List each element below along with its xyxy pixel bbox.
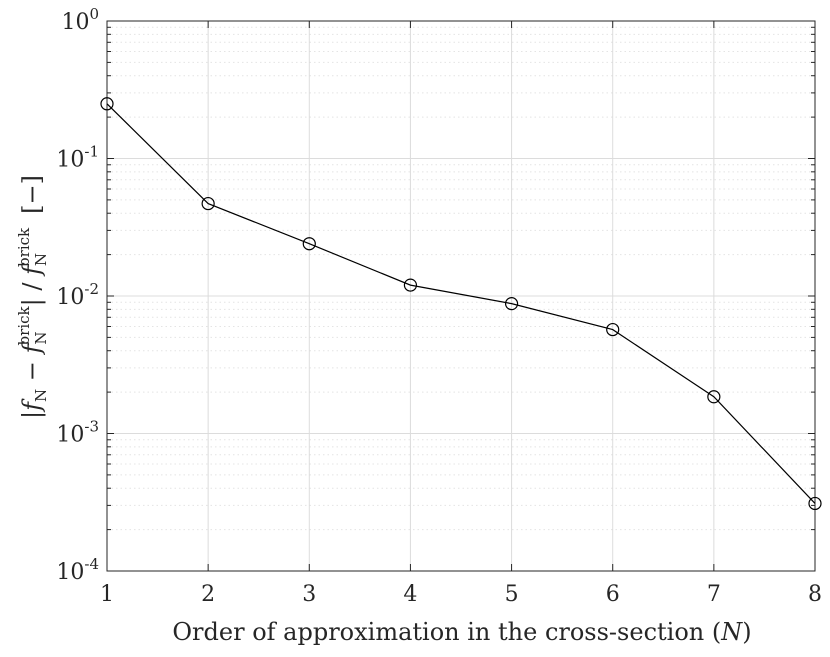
x-tick-label: 8 (808, 582, 822, 607)
data-point (504, 297, 519, 311)
data-point (302, 237, 316, 251)
y-tick-base: 10 (56, 423, 84, 448)
x-tick-label: 2 (201, 582, 215, 607)
y-tick-label: 10-2 (56, 280, 99, 310)
y-tick-exponent: -2 (84, 280, 99, 298)
y-axis-title-slash: / (18, 275, 46, 298)
y-tick-exponent: -3 (84, 418, 99, 436)
data-point (403, 278, 418, 292)
x-axis-title-var: N (720, 618, 743, 646)
data-point (808, 496, 822, 511)
y-axis-title-bar-open: | (18, 411, 47, 419)
y-axis-title: |fN − fNbrick| / fNbrick[−] (15, 175, 50, 419)
x-tick-label: 4 (403, 582, 417, 607)
x-tick-label: 6 (606, 582, 620, 607)
y-axis-title-sub2: N (32, 331, 50, 344)
tick-marks (106, 20, 816, 572)
y-tick-base: 10 (56, 148, 84, 173)
x-tick-label: 1 (100, 582, 114, 607)
y-tick-label: 10-1 (56, 143, 99, 173)
x-tick-label: 7 (707, 582, 721, 607)
data-point (201, 196, 215, 211)
y-axis-title-sup3: brick (15, 227, 33, 267)
y-tick-exponent: -4 (84, 555, 99, 573)
y-tick-base: 10 (56, 560, 84, 585)
y-tick-label: 100 (61, 5, 99, 35)
x-axis-title-text: Order of approximation in the cross-sect… (172, 618, 721, 646)
minor-grid (107, 26, 815, 531)
data-point (707, 390, 721, 404)
y-axis-title-bar-close: | (18, 298, 47, 306)
y-tick-label: 10-3 (56, 418, 99, 448)
major-grid (106, 20, 816, 572)
y-axis-title-sub1: N (32, 389, 50, 402)
y-tick-label: 10-4 (56, 555, 99, 585)
y-axis-title-sup2: brick (15, 305, 33, 345)
y-axis-title-minus: − (18, 353, 46, 388)
y-tick-exponent: -1 (84, 143, 99, 161)
data-point (100, 97, 114, 111)
data-series (100, 97, 822, 511)
y-tick-base: 10 (56, 285, 84, 310)
x-tick-label: 5 (505, 582, 519, 607)
x-tick-labels: 1 2 3 4 5 6 7 8 (100, 582, 822, 607)
y-tick-exponent: 0 (89, 5, 99, 23)
x-tick-label: 3 (302, 582, 316, 607)
y-axis-title-unit: [−] (18, 175, 46, 214)
y-axis-title-sub3: N (32, 253, 50, 266)
x-axis-title: Order of approximation in the cross-sect… (172, 618, 751, 646)
x-axis-title-close: ) (742, 618, 751, 646)
y-tick-base: 10 (61, 10, 89, 35)
series-line (106, 103, 816, 504)
data-point (606, 322, 620, 337)
